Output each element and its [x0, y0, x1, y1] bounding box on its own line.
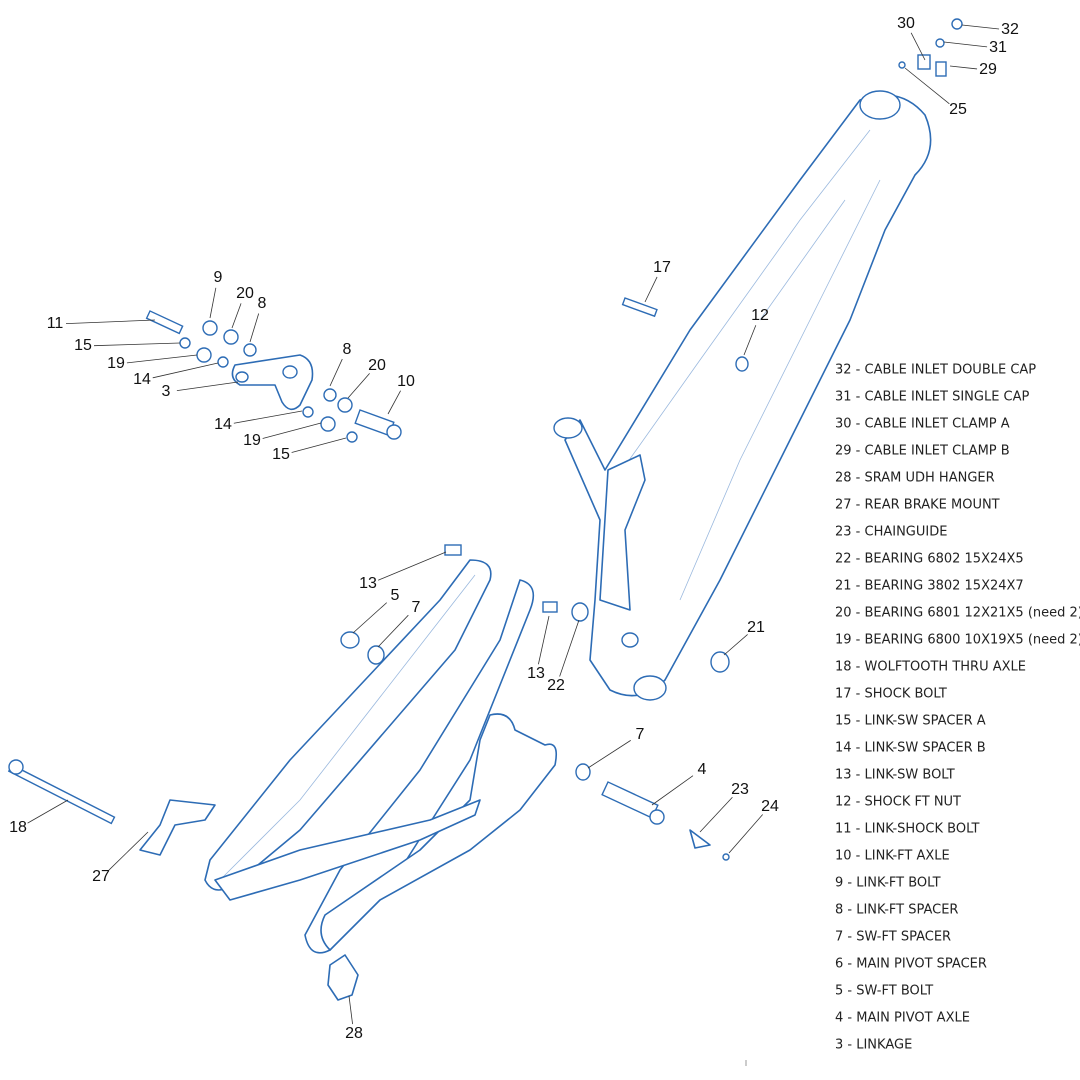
callout-number: 19	[107, 355, 125, 372]
parts-list-item: 3 - LINKAGE	[835, 1038, 912, 1053]
callouts: 30 32312925171292081115191438201014191513…	[9, 15, 1019, 1042]
parts-list-item: 22 - BEARING 6802 15X24X5	[835, 552, 1024, 567]
parts-list: 32 - CABLE INLET DOUBLE CAP 31 - CABLE IN…	[835, 363, 1080, 1053]
callout-number: 5	[391, 587, 400, 604]
leader-line	[27, 799, 69, 824]
callout-number: 7	[636, 726, 645, 743]
callout-number: 15	[74, 337, 92, 354]
callout-number: 25	[949, 101, 967, 118]
callout-number: 10	[397, 373, 415, 390]
leader-line	[262, 422, 322, 439]
leader-line	[352, 602, 388, 634]
callout-number: 30	[897, 15, 915, 32]
leader-line	[699, 796, 733, 833]
leader-line	[538, 615, 550, 665]
callout-number: 13	[359, 575, 377, 592]
callout-number: 24	[761, 798, 779, 815]
leader-line	[587, 740, 631, 769]
leader-line	[949, 65, 978, 70]
leader-line	[231, 303, 242, 329]
callout-number: 11	[47, 315, 64, 332]
callout-number: 19	[243, 432, 261, 449]
leader-line	[943, 41, 988, 48]
leader-line	[348, 995, 353, 1025]
leader-line	[209, 287, 217, 319]
parts-list-item: 19 - BEARING 6800 10X19X5 (need 2)	[835, 633, 1080, 648]
parts-list-item: 6 - MAIN PIVOT SPACER	[835, 957, 987, 972]
parts-list-item: 4 - MAIN PIVOT AXLE	[835, 1011, 970, 1026]
callout-number: 3	[162, 383, 171, 400]
leader-line	[329, 358, 343, 387]
callout-number: 17	[653, 259, 671, 276]
callout-number: 15	[272, 446, 290, 463]
callout-number: 8	[343, 341, 352, 358]
callout-number: 18	[9, 819, 27, 836]
callout-number: 12	[751, 307, 769, 324]
leader-line	[743, 325, 757, 356]
callout-number: 7	[412, 599, 421, 616]
leader-line	[910, 32, 926, 61]
parts-list-item: 17 - SHOCK BOLT	[835, 687, 947, 702]
leader-line	[723, 634, 748, 656]
leader-line	[126, 354, 198, 364]
callout-number: 13	[527, 665, 545, 682]
callout-number: 4	[698, 761, 707, 778]
leader-line	[644, 276, 658, 303]
callout-number: 32	[1001, 21, 1019, 38]
callout-number: 23	[731, 781, 749, 798]
parts-list-item: 7 - SW-FT SPACER	[835, 930, 951, 945]
callout-number: 22	[547, 677, 565, 694]
leader-line	[152, 362, 219, 379]
leader-line	[65, 319, 156, 324]
leader-line	[291, 437, 347, 453]
parts-list-item: 32 - CABLE INLET DOUBLE CAP	[835, 363, 1036, 378]
parts-list-item: 30 - CABLE INLET CLAMP A	[835, 417, 1010, 432]
leader-line	[249, 313, 260, 343]
parts-list-item: 18 - WOLFTOOTH THRU AXLE	[835, 660, 1026, 675]
parts-list-item: 10 - LINK-FT AXLE	[835, 849, 950, 864]
frame-drawing	[7, 18, 963, 1066]
parts-list-item: 9 - LINK-FT BOLT	[835, 876, 941, 891]
parts-list-item: 11 - LINK-SHOCK BOLT	[835, 822, 980, 837]
callout-number: 14	[133, 371, 151, 388]
leader-line	[559, 619, 580, 677]
leader-line	[108, 831, 149, 871]
callout-number: 14	[214, 416, 232, 433]
callout-number: 8	[258, 295, 267, 312]
parts-list-item: 27 - REAR BRAKE MOUNT	[835, 498, 1000, 513]
leader-line	[961, 24, 1000, 30]
parts-list-item: 14 - LINK-SW SPACER B	[835, 741, 986, 756]
parts-list-item: 31 - CABLE INLET SINGLE CAP	[835, 390, 1030, 405]
leader-line	[387, 390, 401, 415]
parts-list-item: 15 - LINK-SW SPACER A	[835, 714, 986, 729]
callout-number: 31	[989, 39, 1007, 56]
parts-list-item: 29 - CABLE INLET CLAMP B	[835, 444, 1010, 459]
leader-line	[651, 775, 694, 806]
callout-number: 28	[345, 1025, 363, 1042]
leader-line	[233, 410, 303, 424]
callout-number: 21	[747, 619, 765, 636]
parts-list-item: 21 - BEARING 3802 15X24X7	[835, 579, 1024, 594]
leader-line	[904, 67, 950, 105]
parts-list-item: 8 - LINK-FT SPACER	[835, 903, 958, 918]
leader-line	[728, 814, 763, 854]
leader-line	[377, 614, 409, 648]
callout-number: 29	[979, 61, 997, 78]
leader-line	[93, 342, 181, 347]
callout-number: 27	[92, 868, 110, 885]
parts-list-item: 5 - SW-FT BOLT	[835, 984, 933, 999]
callout-number: 9	[214, 269, 223, 286]
parts-list-item: 20 - BEARING 6801 12X21X5 (need 2)	[835, 606, 1080, 621]
parts-list-item: 23 - CHAINGUIDE	[835, 525, 947, 540]
leader-line	[347, 373, 370, 399]
callout-number: 20	[236, 285, 254, 302]
parts-list-item: 13 - LINK-SW BOLT	[835, 768, 955, 783]
parts-list-item: 12 - SHOCK FT NUT	[835, 795, 961, 810]
leader-line	[176, 381, 239, 392]
parts-list-item: 28 - SRAM UDH HANGER	[835, 471, 995, 486]
leader-line	[378, 551, 447, 581]
callout-number: 20	[368, 357, 386, 374]
